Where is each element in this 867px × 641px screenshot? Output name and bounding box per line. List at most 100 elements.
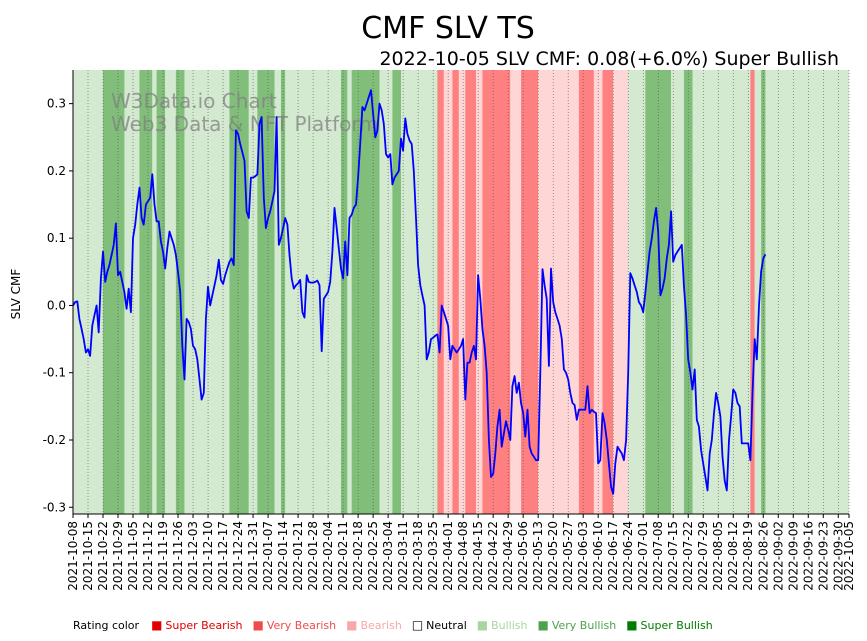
rating-band — [257, 70, 275, 514]
rating-band — [274, 70, 281, 514]
rating-band — [139, 70, 153, 514]
y-ticks: -0.3 -0.2 -0.1 0.0 0.1 0.2 0.3 — [43, 97, 73, 514]
x-tick-label: 2022-09-30 — [831, 521, 845, 591]
rating-band — [750, 70, 755, 514]
rating-band — [392, 70, 401, 514]
x-tick-label: 2021-12-17 — [216, 521, 230, 591]
rating-band — [458, 70, 466, 514]
legend-item: □ Neutral — [412, 618, 473, 632]
legend-item-label: Bearish — [360, 618, 402, 632]
legend-items: ■ Super Bearish ■ Very Bearish ■ Bearish □ Neut… — [151, 618, 723, 632]
x-tick-label: 2022-04-08 — [456, 521, 470, 591]
rating-band — [437, 70, 444, 514]
x-tick-label: 2022-08-26 — [756, 521, 770, 591]
rating-bands — [73, 70, 849, 514]
rating-band — [578, 70, 594, 514]
rating-band — [613, 70, 629, 514]
legend-item: ■ Bearish — [346, 618, 408, 632]
x-tick-label: 2021-10-29 — [111, 521, 125, 591]
legend-item-label: Bullish — [491, 618, 528, 632]
rating-band — [521, 70, 539, 514]
x-tick-label: 2022-03-25 — [426, 521, 440, 591]
rating-band — [103, 70, 125, 514]
chart-title: CMF SLV TS — [361, 11, 535, 46]
legend-swatch: ■ — [252, 618, 264, 632]
x-ticks: 2021-10-08 2021-10-15 2021-10-22 2021-10-29… — [66, 514, 856, 591]
x-tick-label: 2021-11-05 — [126, 521, 140, 591]
x-tick-label: 2022-06-17 — [606, 521, 620, 591]
x-tick-label: 2022-04-15 — [471, 521, 485, 591]
legend-swatch: ■ — [151, 618, 163, 632]
watermark: W3Data.io Chart Web3 Data & NFT Platform — [111, 89, 379, 136]
rating-legend: Rating color ■ Super Bearish ■ Very Bearish… — [73, 617, 723, 633]
x-tick-label: 2022-05-20 — [546, 521, 560, 591]
legend-item-label: Neutral — [426, 618, 467, 632]
x-tick-label: 2022-09-16 — [801, 521, 815, 591]
watermark-line-2: Web3 Data & NFT Platform — [111, 112, 379, 136]
y-tick-label: -0.1 — [43, 366, 66, 380]
series-layer — [72, 89, 767, 495]
x-tick-label: 2021-12-31 — [246, 521, 260, 591]
rating-band — [409, 70, 438, 514]
y-axis-label: SLV CMF — [9, 269, 23, 320]
x-tick-label: 2022-02-18 — [351, 521, 365, 591]
x-tick-label: 2022-05-13 — [531, 521, 545, 591]
x-tick-label: 2021-10-08 — [66, 521, 80, 591]
x-tick-label: 2022-04-01 — [441, 521, 455, 591]
rating-band — [347, 70, 352, 514]
x-tick-label: 2022-07-29 — [696, 521, 710, 591]
x-tick-label: 2022-05-27 — [561, 521, 575, 591]
x-tick-label: 2022-04-29 — [501, 521, 515, 591]
y-tick-label: 0.2 — [47, 164, 66, 178]
x-tick-label: 2022-02-11 — [336, 521, 350, 591]
rating-band — [379, 70, 393, 514]
y-tick-label: -0.3 — [43, 500, 66, 514]
x-tick-label: 2022-09-09 — [786, 521, 800, 591]
rating-band — [602, 70, 614, 514]
rating-band — [671, 70, 684, 514]
legend-item: ■ Super Bearish — [151, 618, 248, 632]
x-tick-label: 2022-08-19 — [741, 521, 755, 591]
x-tick-label: 2021-11-12 — [141, 521, 155, 591]
legend-swatch: ■ — [346, 618, 358, 632]
rating-band — [400, 70, 410, 514]
x-tick-label: 2022-07-22 — [681, 521, 695, 591]
legend-swatch: □ — [411, 618, 424, 632]
x-tick-label: 2022-09-02 — [771, 521, 785, 591]
x-tick-label: 2022-01-14 — [276, 521, 290, 591]
legend-swatch: ■ — [626, 618, 638, 632]
x-tick-label: 2022-01-28 — [306, 521, 320, 591]
y-tick-label: 0.1 — [47, 231, 66, 245]
rating-band — [538, 70, 579, 514]
rating-band — [165, 70, 176, 514]
x-tick-label: 2022-07-15 — [666, 521, 680, 591]
legend-item: ■ Bullish — [477, 618, 534, 632]
rating-band — [754, 70, 762, 514]
x-tick-label: 2022-06-10 — [591, 521, 605, 591]
x-tick-label: 2022-06-03 — [576, 521, 590, 591]
x-tick-label: 2022-09-23 — [816, 521, 830, 591]
x-tick-label: 2022-03-11 — [396, 521, 410, 591]
x-tick-label: 2021-11-19 — [156, 521, 170, 591]
watermark-line-1: W3Data.io Chart — [111, 89, 277, 113]
x-tick-label: 2021-10-22 — [96, 521, 110, 591]
legend-item-label: Very Bullish — [551, 618, 617, 632]
rating-band — [510, 70, 522, 514]
legend-item: ■ Very Bullish — [538, 618, 623, 632]
x-tick-label: 2022-02-25 — [366, 521, 380, 591]
rating-band — [465, 70, 477, 514]
y-tick-label: 0.0 — [47, 298, 66, 312]
chart-subtitle: 2022-10-05 SLV CMF: 0.08(+6.0%) Super Bu… — [379, 48, 839, 70]
x-tick-label: 2022-03-04 — [381, 521, 395, 591]
x-tick-label: 2022-08-12 — [726, 521, 740, 591]
legend-item-label: Super Bullish — [640, 618, 713, 632]
x-tick-label: 2021-12-03 — [186, 521, 200, 591]
legend-swatch: ■ — [537, 618, 549, 632]
x-tick-label: 2021-10-15 — [81, 521, 95, 591]
vertical-gridlines — [72, 70, 850, 514]
x-tick-label: 2022-01-21 — [291, 521, 305, 591]
x-tick-label: 2022-05-06 — [516, 521, 530, 591]
cmf-series-line — [72, 89, 767, 495]
x-tick-label: 2022-10-05 — [842, 521, 856, 591]
